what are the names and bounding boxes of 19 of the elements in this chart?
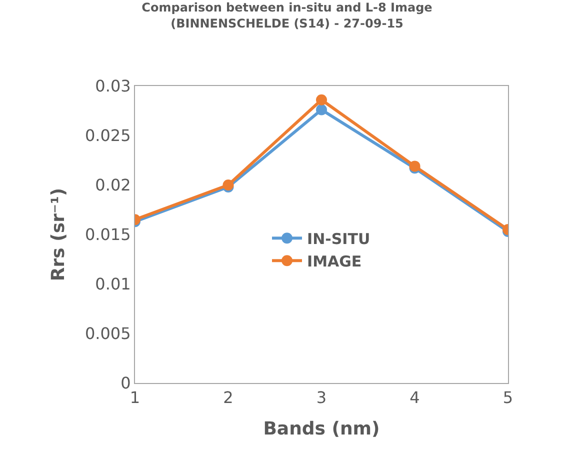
legend-label: IMAGE <box>307 252 362 270</box>
chart-title: Comparison between in-situ and L-8 Image (BINNENSCHELDE (S14) - 27-09-15 <box>142 0 432 30</box>
y-axis-title: Rrs (sr⁻¹) <box>48 188 70 282</box>
x-axis-title: Bands (nm) <box>263 418 380 440</box>
point <box>316 94 327 106</box>
x-tick-label: 1 <box>130 388 140 408</box>
y-tick-label: 0.015 <box>84 225 131 244</box>
legend-label: IN-SITU <box>307 230 370 248</box>
y-tick-label: 0.02 <box>95 176 131 195</box>
y-tick-label: 0.03 <box>95 76 131 96</box>
y-tick-label: 0.01 <box>95 274 131 294</box>
y-tick-label: 0 <box>120 374 131 393</box>
x-tick-label: 5 <box>502 388 514 408</box>
x-tick-label: 2 <box>223 388 234 408</box>
y-tick-label: 0.005 <box>84 324 131 344</box>
x-tick-label: 3 <box>316 388 327 408</box>
point <box>316 104 327 116</box>
x-tick-label: 4 <box>410 388 420 408</box>
y-tick-label: 0.025 <box>84 126 131 146</box>
